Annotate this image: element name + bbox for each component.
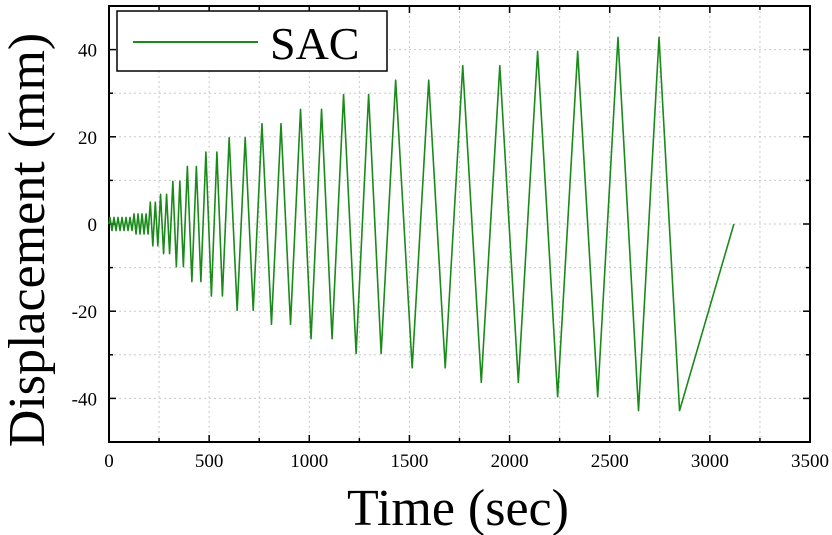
x-tick-label: 3000: [691, 451, 729, 472]
y-axis-title: Displacement (mm): [0, 33, 56, 447]
series-line-sac: [108, 36, 735, 412]
x-tick-label: 500: [195, 451, 224, 472]
x-tick-label: 1000: [290, 451, 328, 472]
x-axis-title: Time (sec): [347, 480, 569, 535]
y-tick-label: 40: [78, 41, 97, 62]
x-tick-label: 2000: [491, 451, 529, 472]
x-tick-label: 0: [104, 451, 114, 472]
x-tick-label: 3500: [791, 451, 829, 472]
x-tick-label: 1500: [390, 451, 428, 472]
y-tick-label: -40: [72, 389, 97, 410]
y-tick-label: 20: [78, 128, 97, 149]
y-tick-label: -20: [72, 302, 97, 323]
y-tick-label: 0: [88, 215, 98, 236]
legend: SAC: [116, 10, 388, 72]
axis-ticks: 0 500 1000 1500 2000 2500 3000 3500 -40 -20 0 20 40: [72, 5, 829, 472]
x-tick-label: 2500: [591, 451, 629, 472]
series-layer: [108, 36, 735, 412]
legend-label-sac: SAC: [270, 18, 359, 69]
